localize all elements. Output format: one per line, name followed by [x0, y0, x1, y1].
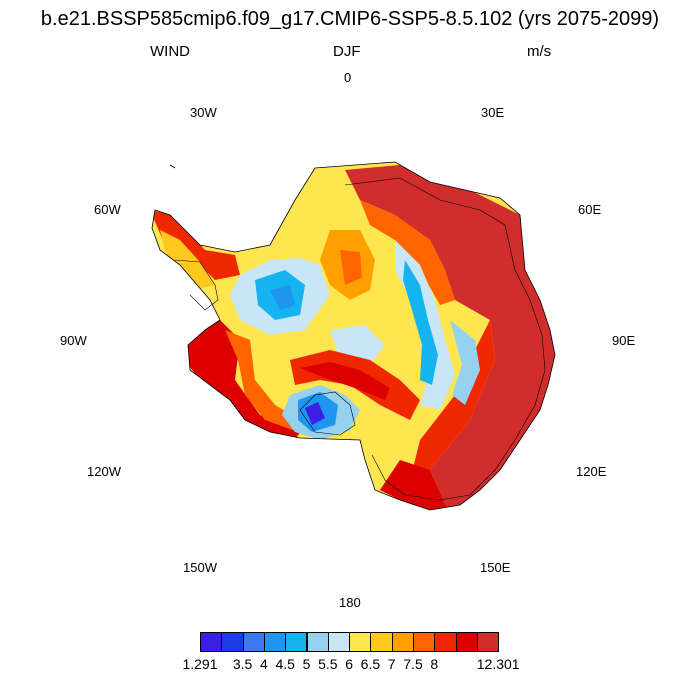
variable-label: WIND: [150, 43, 190, 60]
weddell-outline: [174, 259, 219, 311]
colorbar-swatch: [221, 632, 244, 652]
lon-label-0: 0: [344, 70, 352, 85]
lon-label-90w: 90W: [60, 333, 87, 348]
wind-speed-field: [152, 162, 555, 510]
lon-label-60e: 60E: [578, 202, 602, 217]
colorbar-tick-label: 8: [430, 656, 439, 672]
season-label: DJF: [333, 43, 361, 60]
colorbar-swatch: [306, 632, 329, 652]
colorbar-swatch: [349, 632, 372, 652]
plot-title: b.e21.BSSP585cmip6.f09_g17.CMIP6-SSP5-8.…: [40, 8, 660, 30]
colorbar-tick-label: 6.5: [360, 656, 381, 672]
colorbar-tick-label: 5.5: [318, 656, 338, 672]
ross-ice-shelf-outline: [299, 391, 356, 436]
colorbar-swatch: [434, 632, 457, 652]
colorbar-swatch: [327, 632, 351, 652]
colorbar-swatch: [391, 632, 414, 652]
lon-label-60w: 60W: [94, 202, 121, 217]
lon-label-180: 180: [339, 595, 361, 610]
colorbar-swatch: [200, 632, 223, 652]
colorbar-swatch: [476, 632, 500, 652]
units-label: m/s: [527, 43, 552, 60]
colorbar-tick-label: 6: [345, 656, 353, 672]
colorbar-swatch: [455, 632, 478, 652]
colorbar-tick-label: 12.301: [476, 656, 520, 672]
colorbar-swatch: [413, 632, 436, 652]
colorbar-tick-label: 5: [302, 656, 311, 672]
lon-label-150w: 150W: [183, 560, 217, 575]
colorbar-swatch: [370, 632, 393, 652]
lon-label-120e: 120E: [576, 464, 607, 479]
lon-label-30w: 30W: [190, 105, 217, 120]
colorbar-tick-label: 4.5: [275, 656, 295, 672]
colorbar-swatch: [242, 632, 265, 652]
island-outline: [169, 164, 176, 169]
lon-label-30e: 30E: [481, 105, 505, 120]
colorbar-swatch: [263, 632, 287, 652]
colorbar-tick-label: 3.5: [232, 656, 253, 672]
coastline-inner: [344, 177, 546, 501]
colorbar-tick-label: 1.291: [182, 656, 218, 672]
lon-label-90e: 90E: [612, 333, 636, 348]
colorbar-tick-label: 7.5: [403, 656, 423, 672]
colorbar-tick-label: 7: [387, 656, 396, 672]
lon-label-150e: 150E: [480, 560, 511, 575]
colorbar-swatch: [285, 632, 308, 652]
colorbar-tick-label: 4: [259, 656, 268, 672]
antarctica-coastline: [151, 161, 556, 511]
lon-label-120w: 120W: [87, 464, 121, 479]
